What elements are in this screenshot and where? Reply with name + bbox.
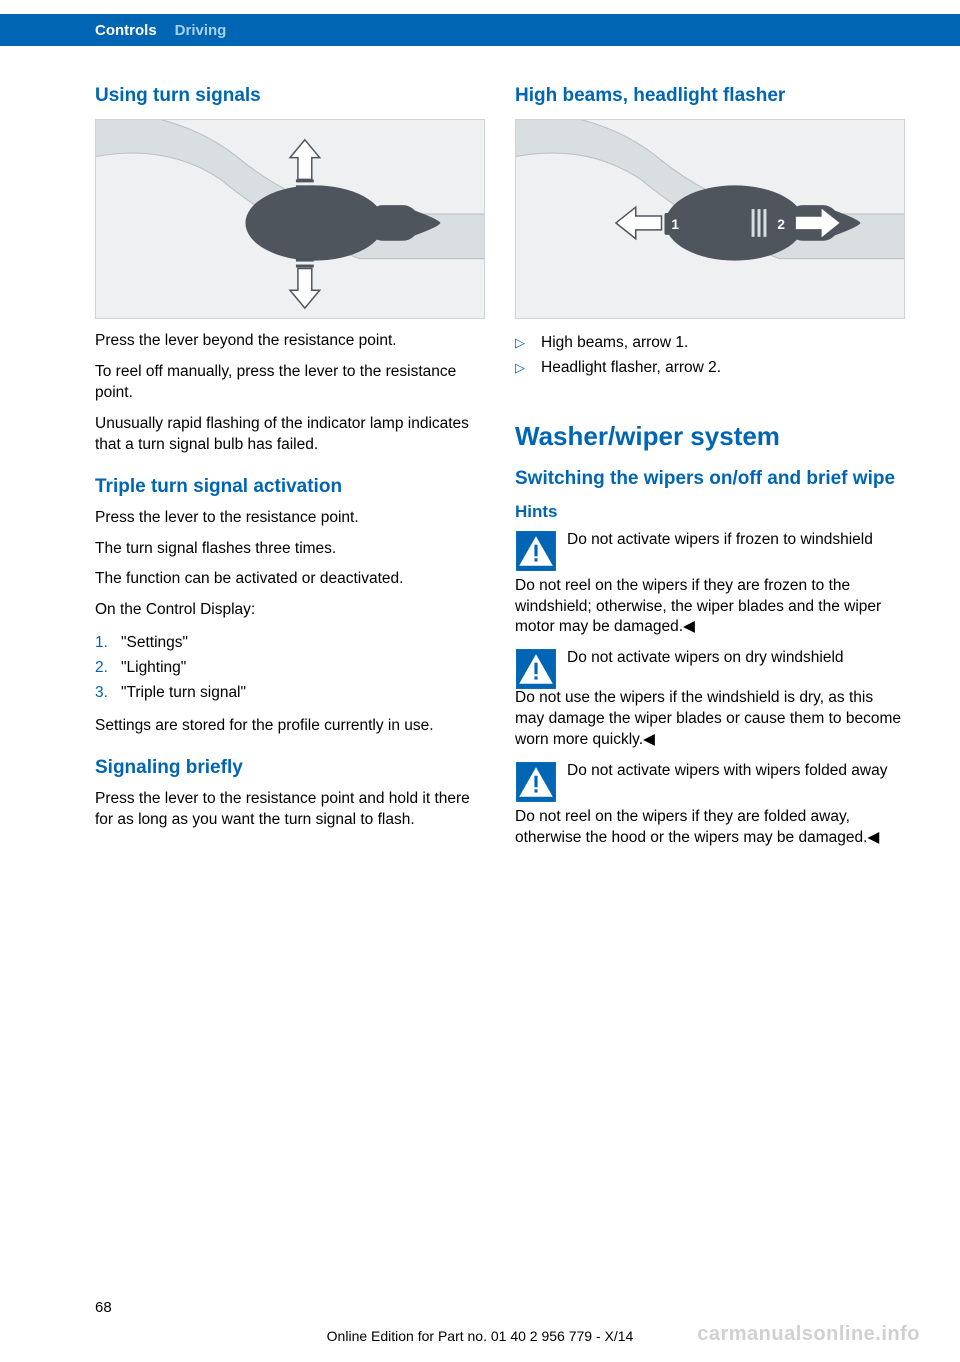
list-item: ▷High beams, arrow 1. bbox=[515, 331, 905, 356]
text-rapid-flash: Unusually rapid flashing of the indicato… bbox=[95, 414, 485, 456]
header-bar: Controls Driving bbox=[0, 14, 960, 46]
warn-3-body: Do not reel on the wipers if they are fo… bbox=[515, 807, 905, 849]
heading-triple-turn: Triple turn signal activation bbox=[95, 476, 485, 498]
heading-washer-wiper: Washer/wiper system bbox=[515, 421, 905, 452]
header-tab-controls: Controls bbox=[95, 22, 157, 39]
step-3: "Triple turn signal" bbox=[121, 681, 246, 706]
heading-high-beams: High beams, headlight flasher bbox=[515, 85, 905, 107]
header-tab-driving: Driving bbox=[175, 22, 227, 39]
page-number: 68 bbox=[95, 1299, 112, 1316]
settings-steps: 1."Settings" 2."Lighting" 3."Triple turn… bbox=[95, 631, 485, 705]
warn-1-title: Do not activate wipers if frozen to wind… bbox=[567, 530, 873, 551]
svg-text:2: 2 bbox=[777, 216, 785, 232]
warn-1-body: Do not reel on the wipers if they are fr… bbox=[515, 576, 905, 639]
heading-switching-wipers: Switching the wipers on/off and brief wi… bbox=[515, 468, 905, 490]
step-1: "Settings" bbox=[121, 631, 188, 656]
warn-2-title: Do not activate wipers on dry windshield bbox=[567, 648, 905, 669]
text-signaling-briefly: Press the lever to the resistance point … bbox=[95, 789, 485, 831]
list-item: 2."Lighting" bbox=[95, 656, 485, 681]
text-press-beyond: Press the lever beyond the resistance po… bbox=[95, 331, 485, 352]
warning-icon bbox=[515, 761, 557, 803]
illustration-turn-signal-lever bbox=[95, 119, 485, 319]
warning-frozen: Do not activate wipers if frozen to wind… bbox=[515, 530, 905, 572]
warning-dry: Do not activate wipers on dry windshield bbox=[515, 648, 905, 690]
list-item: 3."Triple turn signal" bbox=[95, 681, 485, 706]
list-item: ▷Headlight flasher, arrow 2. bbox=[515, 356, 905, 381]
high-beam-list: ▷High beams, arrow 1. ▷Headlight flasher… bbox=[515, 331, 905, 381]
warning-folded: Do not activate wipers with wipers folde… bbox=[515, 761, 905, 803]
text-triple-activate: The function can be activated or deactiv… bbox=[95, 569, 485, 590]
list-item: 1."Settings" bbox=[95, 631, 485, 656]
heading-turn-signals: Using turn signals bbox=[95, 85, 485, 107]
text-triple-flash: The turn signal flashes three times. bbox=[95, 539, 485, 560]
text-control-display: On the Control Display: bbox=[95, 600, 485, 621]
text-triple-press: Press the lever to the resistance point. bbox=[95, 508, 485, 529]
watermark: carmanualsonline.info bbox=[697, 1323, 920, 1346]
right-column: High beams, headlight flasher 1 bbox=[515, 85, 905, 859]
heading-signaling-briefly: Signaling briefly bbox=[95, 757, 485, 779]
text-settings-stored: Settings are stored for the profile curr… bbox=[95, 716, 485, 737]
warning-icon bbox=[515, 648, 557, 690]
text-reel-off: To reel off manually, press the lever to… bbox=[95, 362, 485, 404]
warn-3-title: Do not activate wipers with wipers folde… bbox=[567, 761, 887, 782]
hb-item-2: Headlight flasher, arrow 2. bbox=[541, 356, 721, 381]
step-2: "Lighting" bbox=[121, 656, 186, 681]
left-column: Using turn signals bbox=[95, 85, 485, 859]
hb-item-1: High beams, arrow 1. bbox=[541, 331, 688, 356]
illustration-high-beam-lever: 1 2 bbox=[515, 119, 905, 319]
warn-2-body: Do not use the wipers if the windshield … bbox=[515, 688, 905, 751]
heading-hints: Hints bbox=[515, 502, 905, 522]
svg-text:1: 1 bbox=[671, 216, 679, 232]
warning-icon bbox=[515, 530, 557, 572]
